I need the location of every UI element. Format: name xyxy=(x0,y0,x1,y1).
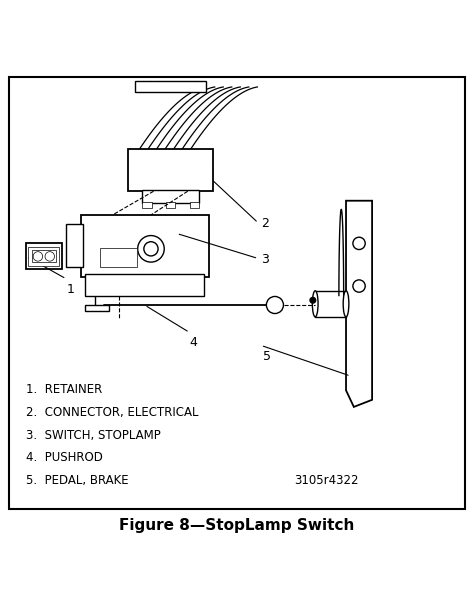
Bar xyxy=(66,224,83,267)
Text: 3.  SWITCH, STOPLAMP: 3. SWITCH, STOPLAMP xyxy=(26,429,161,442)
Text: 3105r4322: 3105r4322 xyxy=(294,474,358,487)
Bar xyxy=(142,202,152,208)
Bar xyxy=(85,305,109,311)
Ellipse shape xyxy=(343,291,349,317)
Circle shape xyxy=(310,298,316,303)
Text: 1.  RETAINER: 1. RETAINER xyxy=(26,383,102,396)
Circle shape xyxy=(33,252,43,261)
Bar xyxy=(26,243,62,270)
Text: 1: 1 xyxy=(66,282,74,296)
Text: 2: 2 xyxy=(261,217,269,230)
Text: 4: 4 xyxy=(190,336,198,350)
Circle shape xyxy=(353,280,365,292)
Text: 4.  PUSHROD: 4. PUSHROD xyxy=(26,451,103,464)
Bar xyxy=(28,247,59,266)
Text: 5.  PEDAL, BRAKE: 5. PEDAL, BRAKE xyxy=(26,474,129,487)
Circle shape xyxy=(353,237,365,249)
Bar xyxy=(190,202,199,208)
Text: 5: 5 xyxy=(263,350,271,362)
Bar xyxy=(81,215,209,276)
Bar xyxy=(135,81,206,92)
Circle shape xyxy=(137,235,164,262)
Text: Figure 8—StopLamp Switch: Figure 8—StopLamp Switch xyxy=(119,518,355,533)
FancyBboxPatch shape xyxy=(9,77,465,509)
Bar xyxy=(315,291,346,317)
Text: 2.  CONNECTOR, ELECTRICAL: 2. CONNECTOR, ELECTRICAL xyxy=(26,406,199,419)
Circle shape xyxy=(45,252,55,261)
Bar xyxy=(100,248,137,267)
Polygon shape xyxy=(346,201,372,407)
Ellipse shape xyxy=(312,291,318,317)
Bar xyxy=(32,251,56,262)
Circle shape xyxy=(266,296,283,314)
Text: 3: 3 xyxy=(261,253,269,265)
Bar xyxy=(128,149,213,192)
Circle shape xyxy=(144,242,158,256)
Bar xyxy=(166,202,175,208)
Bar xyxy=(85,274,204,295)
Bar xyxy=(142,190,199,203)
